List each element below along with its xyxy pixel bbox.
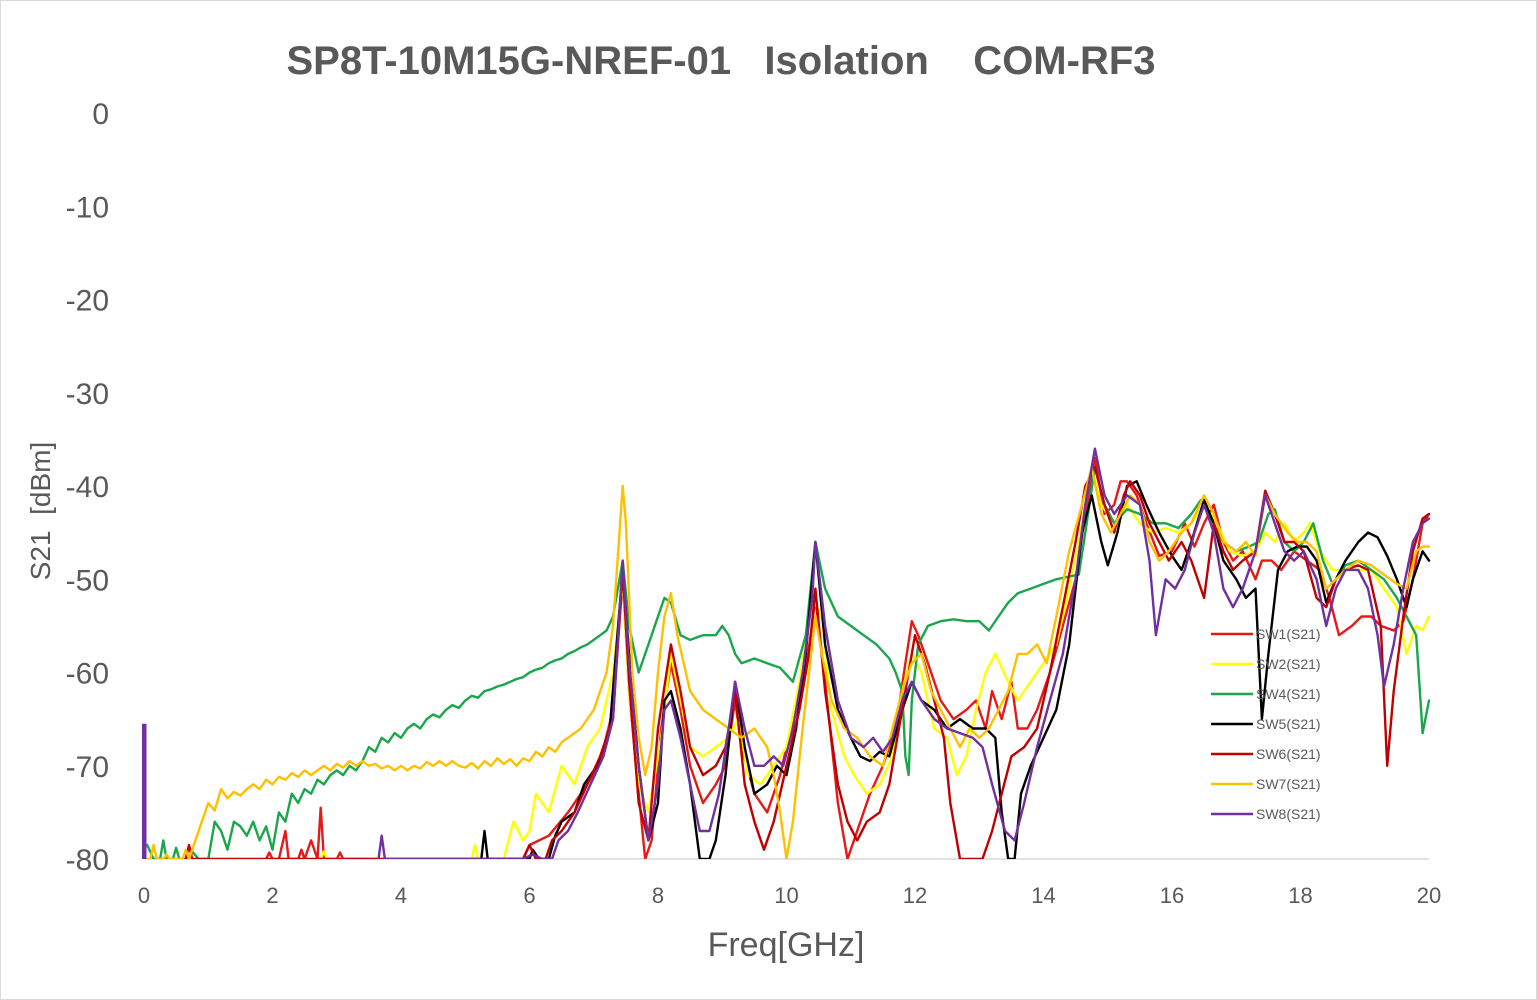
legend-label: SW2(S21) xyxy=(1256,656,1321,672)
legend-label: SW7(S21) xyxy=(1256,776,1321,792)
x-axis-label: Freq[GHz] xyxy=(708,926,865,964)
x-tick-label: 2 xyxy=(266,883,278,908)
series-line-sw8-s21 xyxy=(377,447,1431,859)
x-tick-label: 0 xyxy=(138,883,150,908)
series-line-sw6-s21 xyxy=(184,466,1431,859)
x-tick-label: 8 xyxy=(652,883,664,908)
series-line-sw1-s21 xyxy=(264,456,1431,859)
x-tick-label: 12 xyxy=(903,883,927,908)
legend-label: SW1(S21) xyxy=(1256,626,1321,642)
legend-label: SW4(S21) xyxy=(1256,686,1321,702)
legend-label: SW5(S21) xyxy=(1256,716,1321,732)
x-tick-label: 10 xyxy=(774,883,798,908)
legend: SW1(S21) SW2(S21) SW4(S21) SW5(S21) SW6(S21)… xyxy=(1211,626,1321,822)
chart-title: SP8T-10M15G-NREF-01 Isolation COM-RF3 xyxy=(286,39,1155,83)
series-line-sw2-s21 xyxy=(319,466,1431,859)
y-tick-label: -60 xyxy=(66,658,109,691)
series-line-sw7-s21 xyxy=(142,466,1431,859)
y-tick-label: -30 xyxy=(66,378,109,411)
y-axis-label: S21 [dBm] xyxy=(25,442,56,581)
y-tick-label: -70 xyxy=(66,751,109,784)
x-tick-label: 6 xyxy=(523,883,535,908)
y-tick-label: -40 xyxy=(66,471,109,504)
legend-label: SW6(S21) xyxy=(1256,746,1321,762)
x-axis: 0 2 4 6 8 10 12 14 16 18 20 xyxy=(138,883,1441,908)
x-tick-label: 16 xyxy=(1160,883,1184,908)
x-tick-label: 18 xyxy=(1288,883,1312,908)
x-tick-label: 20 xyxy=(1417,883,1441,908)
y-axis: 0 -10 -20 -30 -40 -50 -60 -70 -80 xyxy=(66,98,109,877)
y-tick-label: 0 xyxy=(92,98,109,131)
y-tick-label: -80 xyxy=(66,844,109,877)
series-layer xyxy=(142,447,1431,859)
x-tick-label: 4 xyxy=(395,883,407,908)
y-tick-label: -10 xyxy=(66,191,109,224)
y-tick-label: -20 xyxy=(66,285,109,318)
legend-label: SW8(S21) xyxy=(1256,806,1321,822)
y-tick-label: -50 xyxy=(66,564,109,597)
x-tick-label: 14 xyxy=(1031,883,1055,908)
